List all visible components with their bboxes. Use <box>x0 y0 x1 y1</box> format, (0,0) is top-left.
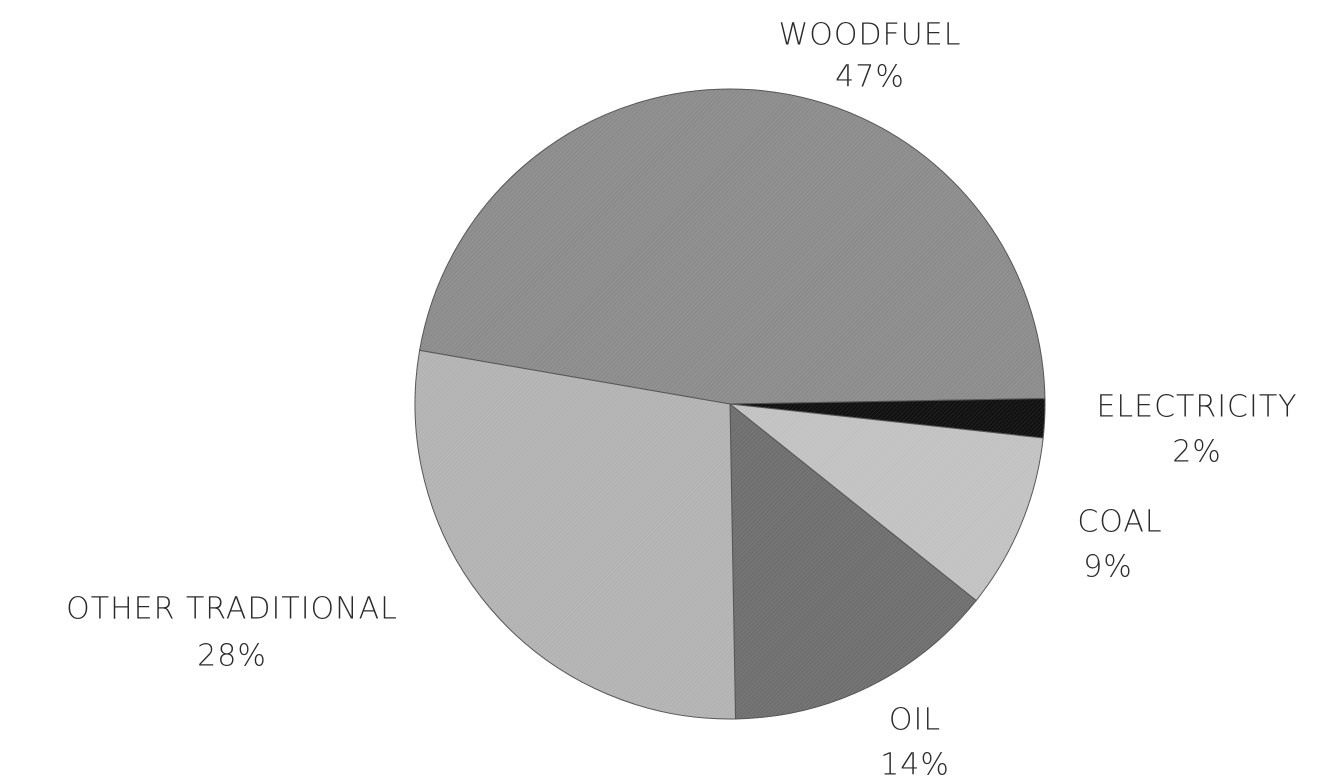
pie <box>414 88 1046 720</box>
slice-label: COAL <box>1077 505 1162 540</box>
slice-label: WOODFUEL <box>779 18 962 53</box>
pie-slice <box>414 349 737 720</box>
slice-label: ELECTRICITY <box>1096 390 1297 425</box>
slice-value-label: 9% <box>1083 550 1133 585</box>
slice-value-label: 28% <box>197 639 267 674</box>
pie-labels: WOODFUEL 47% ELECTRICITY 2% COAL 9% OIL 14% OTHE… <box>66 18 1297 783</box>
slice-label: OTHER TRADITIONAL <box>66 592 398 627</box>
slice-label: OIL <box>889 703 941 738</box>
slice-value-label: 2% <box>1172 435 1222 470</box>
slice-value-label: 47% <box>835 60 905 95</box>
pie-slice <box>419 88 1046 405</box>
slice-value-label: 14% <box>880 748 950 783</box>
